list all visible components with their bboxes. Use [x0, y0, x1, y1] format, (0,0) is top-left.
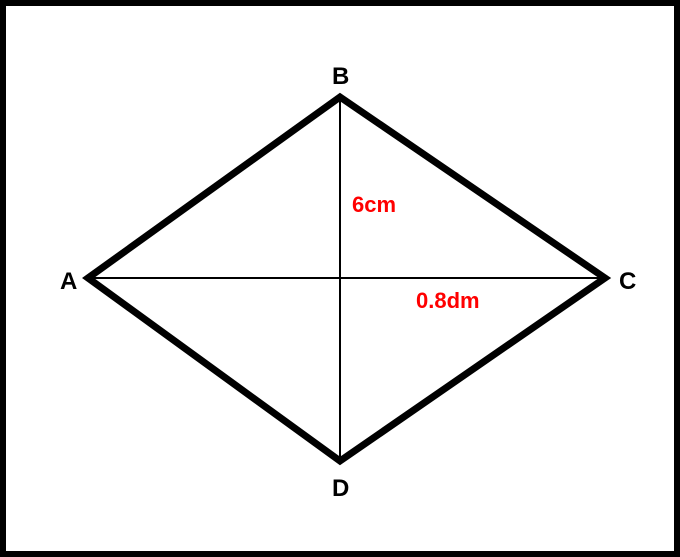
- vertex-label-a: A: [60, 268, 77, 296]
- vertex-label-b: B: [332, 63, 349, 91]
- horizontal-measure-label: 0.8dm: [416, 288, 480, 314]
- diagram-frame: A B C D 6cm 0.8dm: [0, 0, 680, 557]
- vertex-label-c: C: [619, 268, 636, 296]
- vertical-measure-label: 6cm: [352, 192, 396, 218]
- vertex-label-d: D: [332, 475, 349, 503]
